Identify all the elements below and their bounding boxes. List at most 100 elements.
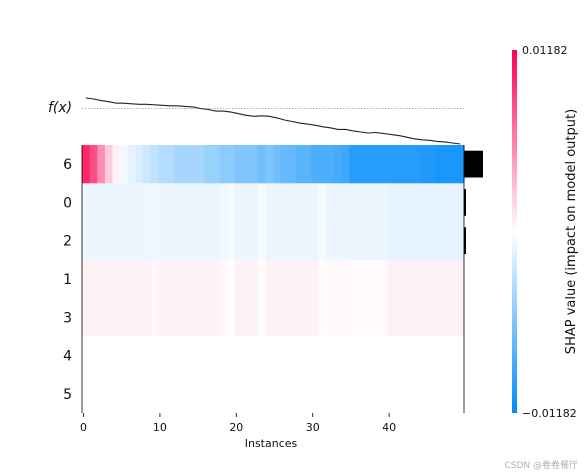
heatmap-cell [234,145,243,184]
heatmap-cell [265,221,274,261]
heatmap-cell [112,145,121,184]
heatmap-cell [82,374,91,414]
heatmap-cell [204,336,213,376]
heatmap-cell [219,183,228,222]
heatmap-cell [372,336,381,376]
heatmap-cell [341,298,350,337]
heatmap-cell [357,145,366,184]
heatmap-cell [448,183,457,222]
heatmap-cell [242,336,251,376]
heatmap-cell [135,221,144,261]
heatmap-cell [211,259,220,299]
heatmap-cell [250,298,259,337]
heatmap-cell [104,221,113,261]
heatmap-cell [211,374,220,414]
heatmap-cell [334,336,343,376]
colorbar-gradient [512,50,517,413]
heatmap-cell [441,298,450,337]
heatmap-cell [311,374,320,414]
heatmap-cell [425,374,434,414]
heatmap-cell [135,145,144,184]
heatmap-cell [280,183,289,222]
heatmap-cell [135,298,144,337]
heatmap-cell [89,336,98,376]
heatmap-cell [97,374,106,414]
heatmap-cell [433,298,442,337]
heatmap-cell [158,298,167,337]
heatmap-cell [250,336,259,376]
heatmap-cell [265,259,274,299]
heatmap-cell [303,298,312,337]
heatmap-cell [273,336,282,376]
heatmap-cell [387,221,396,261]
heatmap-cell [349,221,358,261]
heatmap-cell [211,145,220,184]
heatmap-cell [425,145,434,184]
heatmap-cell [387,145,396,184]
feature-label: 6 [63,157,72,173]
heatmap-cell [196,183,205,222]
heatmap-cell [150,374,159,414]
colorbar: 0.01182 −0.01182 SHAP value (impact on m… [512,44,579,420]
heatmap-cell [318,145,327,184]
heatmap-cell [318,221,327,261]
heatmap-cell [82,336,91,376]
heatmap-cell [265,145,274,184]
heatmap-cell [456,145,465,184]
heatmap-cell [150,145,159,184]
heatmap-cell [418,336,427,376]
heatmap-cell [456,374,465,414]
heatmap-cell [402,259,411,299]
heatmap-cell [395,145,404,184]
heatmap-cell [395,374,404,414]
heatmap-cell [158,336,167,376]
feature-label: 2 [63,234,72,250]
heatmap-cell [82,183,91,222]
heatmap-cell [372,298,381,337]
heatmap-cell [425,183,434,222]
heatmap-cell [372,183,381,222]
importance-bar [464,227,466,255]
heatmap-cell [166,259,175,299]
heatmap-cell [395,336,404,376]
heatmap-cell [433,259,442,299]
heatmap-cell [104,183,113,222]
heatmap-cell [166,145,175,184]
heatmap-cell [303,374,312,414]
heatmap-cell [219,145,228,184]
feature-label: 3 [63,310,72,326]
heatmap-cell [334,259,343,299]
heatmap-cell [211,336,220,376]
heatmap-cell [257,374,266,414]
heatmap-cell [334,298,343,337]
heatmap-cell [379,374,388,414]
x-tick-label: 40 [382,421,396,434]
heatmap-cell [433,221,442,261]
heatmap-cell [410,336,419,376]
heatmap-cell [295,259,304,299]
heatmap-cell [143,374,152,414]
heatmap-cell [303,336,312,376]
x-ticks: 0 10 20 30 40 [80,413,396,434]
heatmap-cell [280,336,289,376]
heatmap-cell [242,374,251,414]
feature-importance-bars [464,150,483,255]
heatmap-cell [97,298,106,337]
heatmap-cell [433,336,442,376]
heatmap-cell [379,336,388,376]
heatmap-cell [135,374,144,414]
heatmap-cell [227,259,236,299]
heatmap-cell [143,259,152,299]
heatmap-cell [104,259,113,299]
heatmap-cell [227,336,236,376]
heatmap-cell [456,298,465,337]
heatmap-cell [135,336,144,376]
heatmap-cell [242,221,251,261]
heatmap-cell [181,336,190,376]
heatmap-cell [433,374,442,414]
heatmap-cell [318,259,327,299]
heatmap-cell [112,374,121,414]
heatmap-cell [288,298,297,337]
heatmap-cell [143,336,152,376]
heatmap-cell [196,374,205,414]
